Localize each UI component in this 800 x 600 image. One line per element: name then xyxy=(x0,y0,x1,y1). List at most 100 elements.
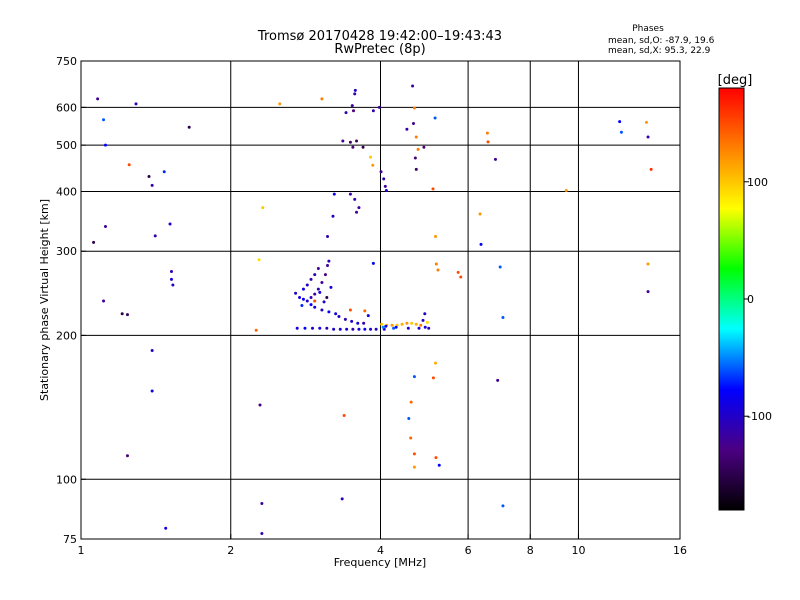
chart-title: Tromsø 20170428 19:42:00–19:43:43 xyxy=(257,29,502,44)
data-point xyxy=(431,187,435,191)
data-point xyxy=(320,281,324,285)
data-point xyxy=(434,456,438,460)
data-point xyxy=(363,309,367,313)
data-point xyxy=(423,325,427,329)
data-point xyxy=(331,214,335,218)
data-point xyxy=(309,277,313,281)
data-point xyxy=(150,348,154,352)
data-point xyxy=(303,326,307,330)
data-point xyxy=(103,143,107,147)
data-point xyxy=(361,145,365,149)
data-point xyxy=(298,296,302,300)
data-point xyxy=(456,270,460,274)
data-point xyxy=(369,155,373,159)
data-points xyxy=(92,84,653,536)
data-point xyxy=(150,389,154,393)
data-point xyxy=(340,497,344,501)
data-point xyxy=(380,322,384,326)
colorbar-tick-label: 0 xyxy=(747,293,754,306)
x-tick-label: 1 xyxy=(78,544,85,557)
data-point xyxy=(485,131,489,135)
data-point xyxy=(369,327,373,331)
chart-subtitle: RwPretec (8p) xyxy=(334,42,425,57)
data-point xyxy=(414,167,418,171)
data-point xyxy=(564,188,568,192)
data-point xyxy=(260,501,264,505)
data-point xyxy=(416,147,420,151)
data-point xyxy=(301,297,305,301)
data-point xyxy=(646,290,650,294)
data-point xyxy=(390,323,394,327)
data-point xyxy=(421,318,425,322)
data-point xyxy=(326,264,330,268)
data-point xyxy=(423,312,427,316)
y-axis-label: Stationary phase Virtual Height [km] xyxy=(38,199,51,401)
data-point xyxy=(409,436,413,440)
y-tick-label: 300 xyxy=(56,245,77,258)
data-point xyxy=(414,135,418,139)
data-point xyxy=(646,135,650,139)
data-point xyxy=(345,327,349,331)
data-point xyxy=(169,270,173,274)
data-point xyxy=(371,109,375,113)
data-point xyxy=(313,292,317,296)
y-axis-ticks: 75 100 200 300 400 500 600 750 xyxy=(56,55,86,546)
data-point xyxy=(325,326,329,330)
data-point xyxy=(125,454,129,458)
data-point xyxy=(414,322,418,326)
data-point xyxy=(478,212,482,216)
data-point xyxy=(394,325,398,329)
data-point xyxy=(353,88,357,92)
data-point xyxy=(301,287,305,291)
data-point xyxy=(278,102,282,106)
data-point xyxy=(498,265,502,269)
data-point xyxy=(357,327,361,331)
data-point xyxy=(313,273,317,277)
data-point xyxy=(350,104,354,108)
data-point xyxy=(147,174,151,178)
data-point xyxy=(422,145,426,149)
data-point xyxy=(374,327,378,331)
data-point xyxy=(417,326,421,330)
data-point xyxy=(343,317,347,321)
data-point xyxy=(92,240,96,244)
data-point xyxy=(486,140,490,144)
data-point xyxy=(434,361,438,365)
data-point xyxy=(353,197,357,201)
data-point xyxy=(436,268,440,272)
data-point xyxy=(171,283,175,287)
data-point xyxy=(318,290,322,294)
data-point xyxy=(425,320,429,324)
data-point xyxy=(434,262,438,266)
data-point xyxy=(431,376,435,380)
data-point xyxy=(329,285,333,289)
data-point xyxy=(323,273,327,277)
data-point xyxy=(355,210,359,214)
data-point xyxy=(409,400,413,404)
data-point xyxy=(433,116,437,120)
data-point xyxy=(102,118,106,122)
data-point xyxy=(348,192,352,196)
data-point xyxy=(125,313,129,317)
stats-o-line: mean, sd,O: -87.9, 19.6 xyxy=(608,36,715,46)
data-point xyxy=(309,303,313,307)
x-tick-label: 10 xyxy=(571,544,585,557)
data-point xyxy=(316,267,320,271)
data-point xyxy=(496,378,500,382)
data-point xyxy=(413,156,417,160)
data-point xyxy=(493,157,497,161)
data-point xyxy=(459,275,463,279)
data-point xyxy=(644,120,648,124)
data-point xyxy=(392,326,396,330)
data-point xyxy=(258,403,262,407)
colorbar xyxy=(718,87,745,511)
data-point xyxy=(377,105,381,109)
data-point xyxy=(254,328,258,332)
data-point xyxy=(261,206,265,210)
data-point xyxy=(103,224,107,228)
data-point xyxy=(322,300,326,304)
data-point xyxy=(411,122,415,126)
x-tick-label: 6 xyxy=(465,544,472,557)
data-point xyxy=(405,321,409,325)
